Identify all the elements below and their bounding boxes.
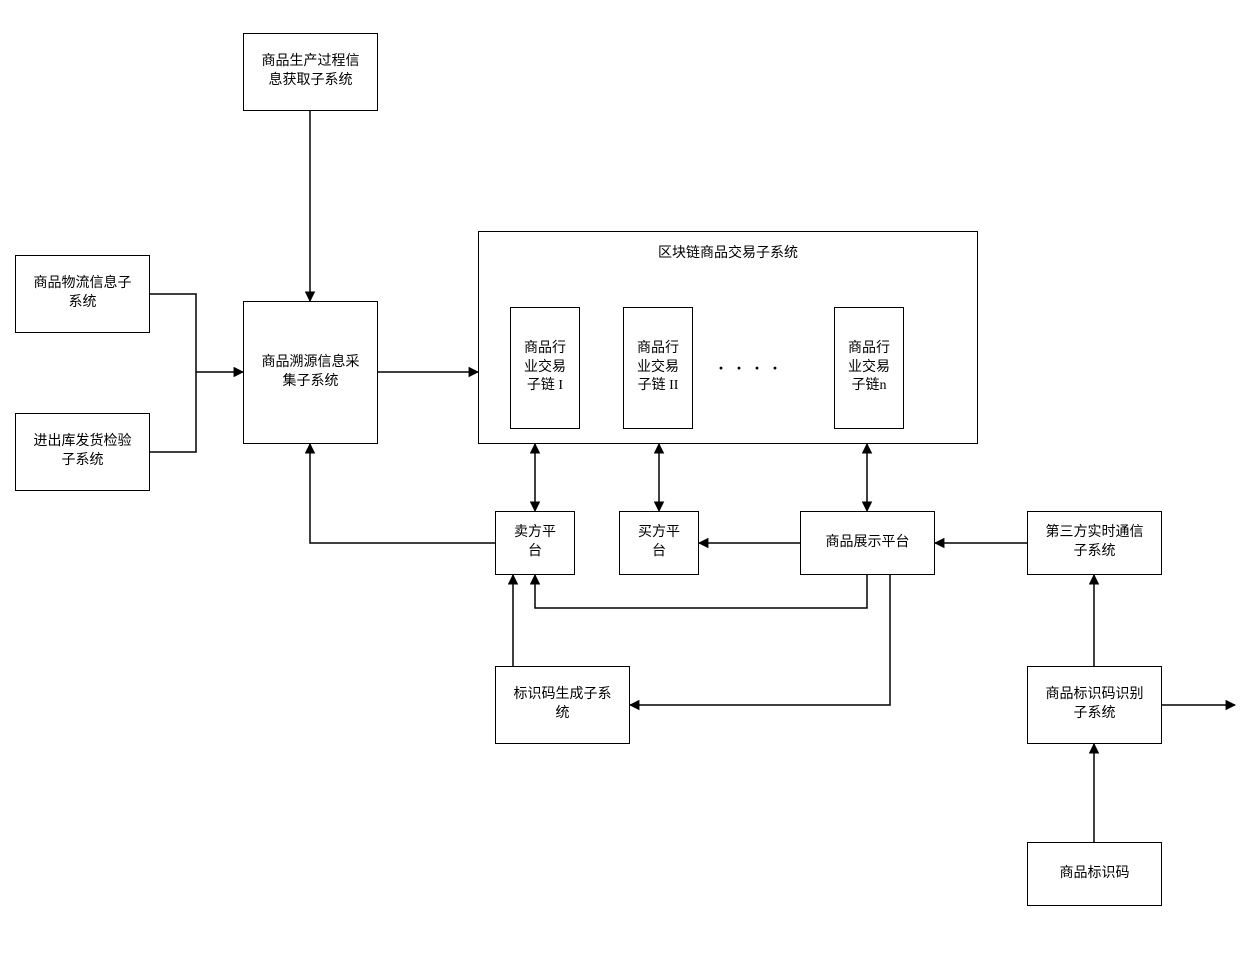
node-sub-chain-1: 商品行业交易子链 I — [510, 307, 580, 429]
node-label: 商品展示平台 — [826, 534, 910, 553]
node-sub-chain-n: 商品行业交易子链n — [834, 307, 904, 429]
node-warehouse-subsystem: 进出库发货检验子系统 — [15, 413, 150, 491]
node-label: 商品标识码 — [1060, 865, 1130, 884]
edges-layer — [0, 0, 1240, 954]
node-label: 商品溯源信息采集子系统 — [262, 354, 360, 392]
node-collection-subsystem: 商品溯源信息采集子系统 — [243, 301, 378, 444]
node-seller-platform: 卖方平台 — [495, 511, 575, 575]
node-label: 第三方实时通信子系统 — [1046, 524, 1144, 562]
diagram-canvas: 商品生产过程信息获取子系统 商品物流信息子系统 进出库发货检验子系统 商品溯源信… — [0, 0, 1240, 954]
node-logistics-subsystem: 商品物流信息子系统 — [15, 255, 150, 333]
node-label: 商品生产过程信息获取子系统 — [262, 53, 360, 91]
node-display-platform: 商品展示平台 — [800, 511, 935, 575]
node-label: 买方平台 — [638, 524, 680, 562]
node-idcode: 商品标识码 — [1027, 842, 1162, 906]
node-idrecog-subsystem: 商品标识码识别子系统 — [1027, 666, 1162, 744]
node-label: 商品行业交易子链n — [848, 340, 890, 397]
node-label: 商品标识码识别子系统 — [1046, 686, 1144, 724]
node-idgen-subsystem: 标识码生成子系统 — [495, 666, 630, 744]
container-title: 区块链商品交易子系统 — [479, 242, 977, 262]
node-sub-chain-2: 商品行业交易子链 II — [623, 307, 693, 429]
node-label: 商品行业交易子链 II — [637, 340, 679, 397]
node-thirdparty-subsystem: 第三方实时通信子系统 — [1027, 511, 1162, 575]
node-production-subsystem: 商品生产过程信息获取子系统 — [243, 33, 378, 111]
node-label: 商品行业交易子链 I — [524, 340, 566, 397]
node-label: 进出库发货检验子系统 — [34, 433, 132, 471]
ellipsis-dots: ···· — [718, 358, 790, 379]
node-label: 卖方平台 — [514, 524, 556, 562]
node-buyer-platform: 买方平台 — [619, 511, 699, 575]
node-label: 标识码生成子系统 — [514, 686, 612, 724]
node-label: 商品物流信息子系统 — [34, 275, 132, 313]
